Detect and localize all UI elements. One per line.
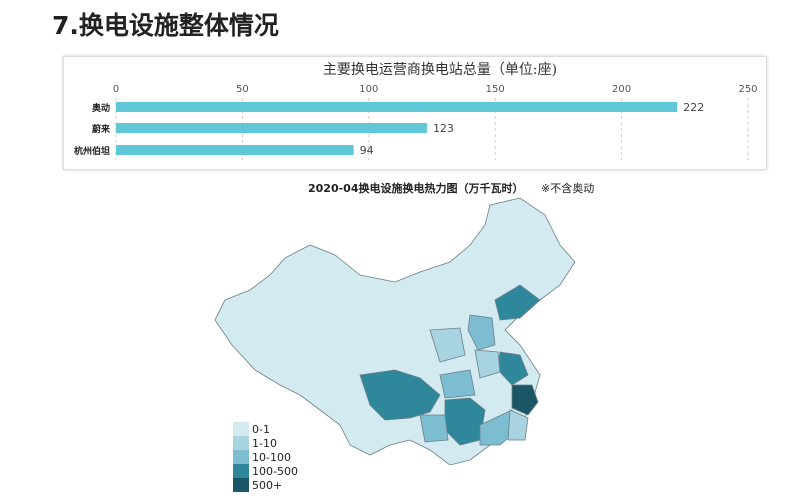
x-tick-label: 0 bbox=[113, 84, 119, 95]
legend-item: 100-500 bbox=[233, 464, 298, 478]
legend-item: 1-10 bbox=[233, 436, 298, 450]
legend-label: 0-1 bbox=[252, 422, 270, 436]
map-region bbox=[439, 369, 476, 399]
bar-chart: 主要换电运营商换电站总量（单位:座) 0 50 100 150 200 250 奥动 222 蔚… bbox=[74, 61, 758, 160]
x-tick-label: 250 bbox=[738, 84, 757, 95]
bar bbox=[116, 102, 678, 112]
map-title: 2020-04换电设施换电热力图（万千瓦时） bbox=[308, 182, 524, 195]
map-region bbox=[474, 349, 501, 379]
x-tick-label: 200 bbox=[612, 84, 631, 95]
map-legend: 0-1 1-10 10-100 100-500 500+ bbox=[233, 422, 298, 492]
page-title: 7.换电设施整体情况 bbox=[52, 11, 279, 40]
x-tick-label: 100 bbox=[359, 84, 378, 95]
bar-chart-title: 主要换电运营商换电站总量（单位:座) bbox=[323, 61, 557, 78]
legend-item: 0-1 bbox=[233, 422, 298, 436]
map-region bbox=[507, 409, 529, 441]
legend-item: 10-100 bbox=[233, 450, 298, 464]
legend-label: 1-10 bbox=[252, 436, 277, 450]
legend-label: 10-100 bbox=[252, 450, 291, 464]
map-region bbox=[419, 414, 449, 443]
x-tick-label: 150 bbox=[486, 84, 505, 95]
data-label: 123 bbox=[433, 122, 454, 135]
category-label: 蔚来 bbox=[92, 123, 111, 135]
bar bbox=[116, 145, 354, 155]
legend-label: 500+ bbox=[252, 478, 283, 492]
map-region bbox=[467, 314, 496, 351]
bar bbox=[116, 123, 427, 133]
map-region bbox=[494, 284, 541, 321]
bar-chart-panel bbox=[63, 56, 767, 170]
data-label: 94 bbox=[360, 144, 374, 157]
map-region bbox=[429, 327, 466, 363]
x-tick-label: 50 bbox=[236, 84, 249, 95]
map-note: ※不含奥动 bbox=[541, 182, 595, 195]
category-label: 奥动 bbox=[91, 102, 110, 114]
legend-item: 500+ bbox=[233, 478, 298, 492]
category-label: 杭州伯坦 bbox=[74, 145, 110, 157]
legend-label: 100-500 bbox=[252, 464, 298, 478]
map-region bbox=[359, 369, 441, 421]
data-label: 222 bbox=[683, 101, 704, 114]
map-region bbox=[511, 384, 539, 416]
